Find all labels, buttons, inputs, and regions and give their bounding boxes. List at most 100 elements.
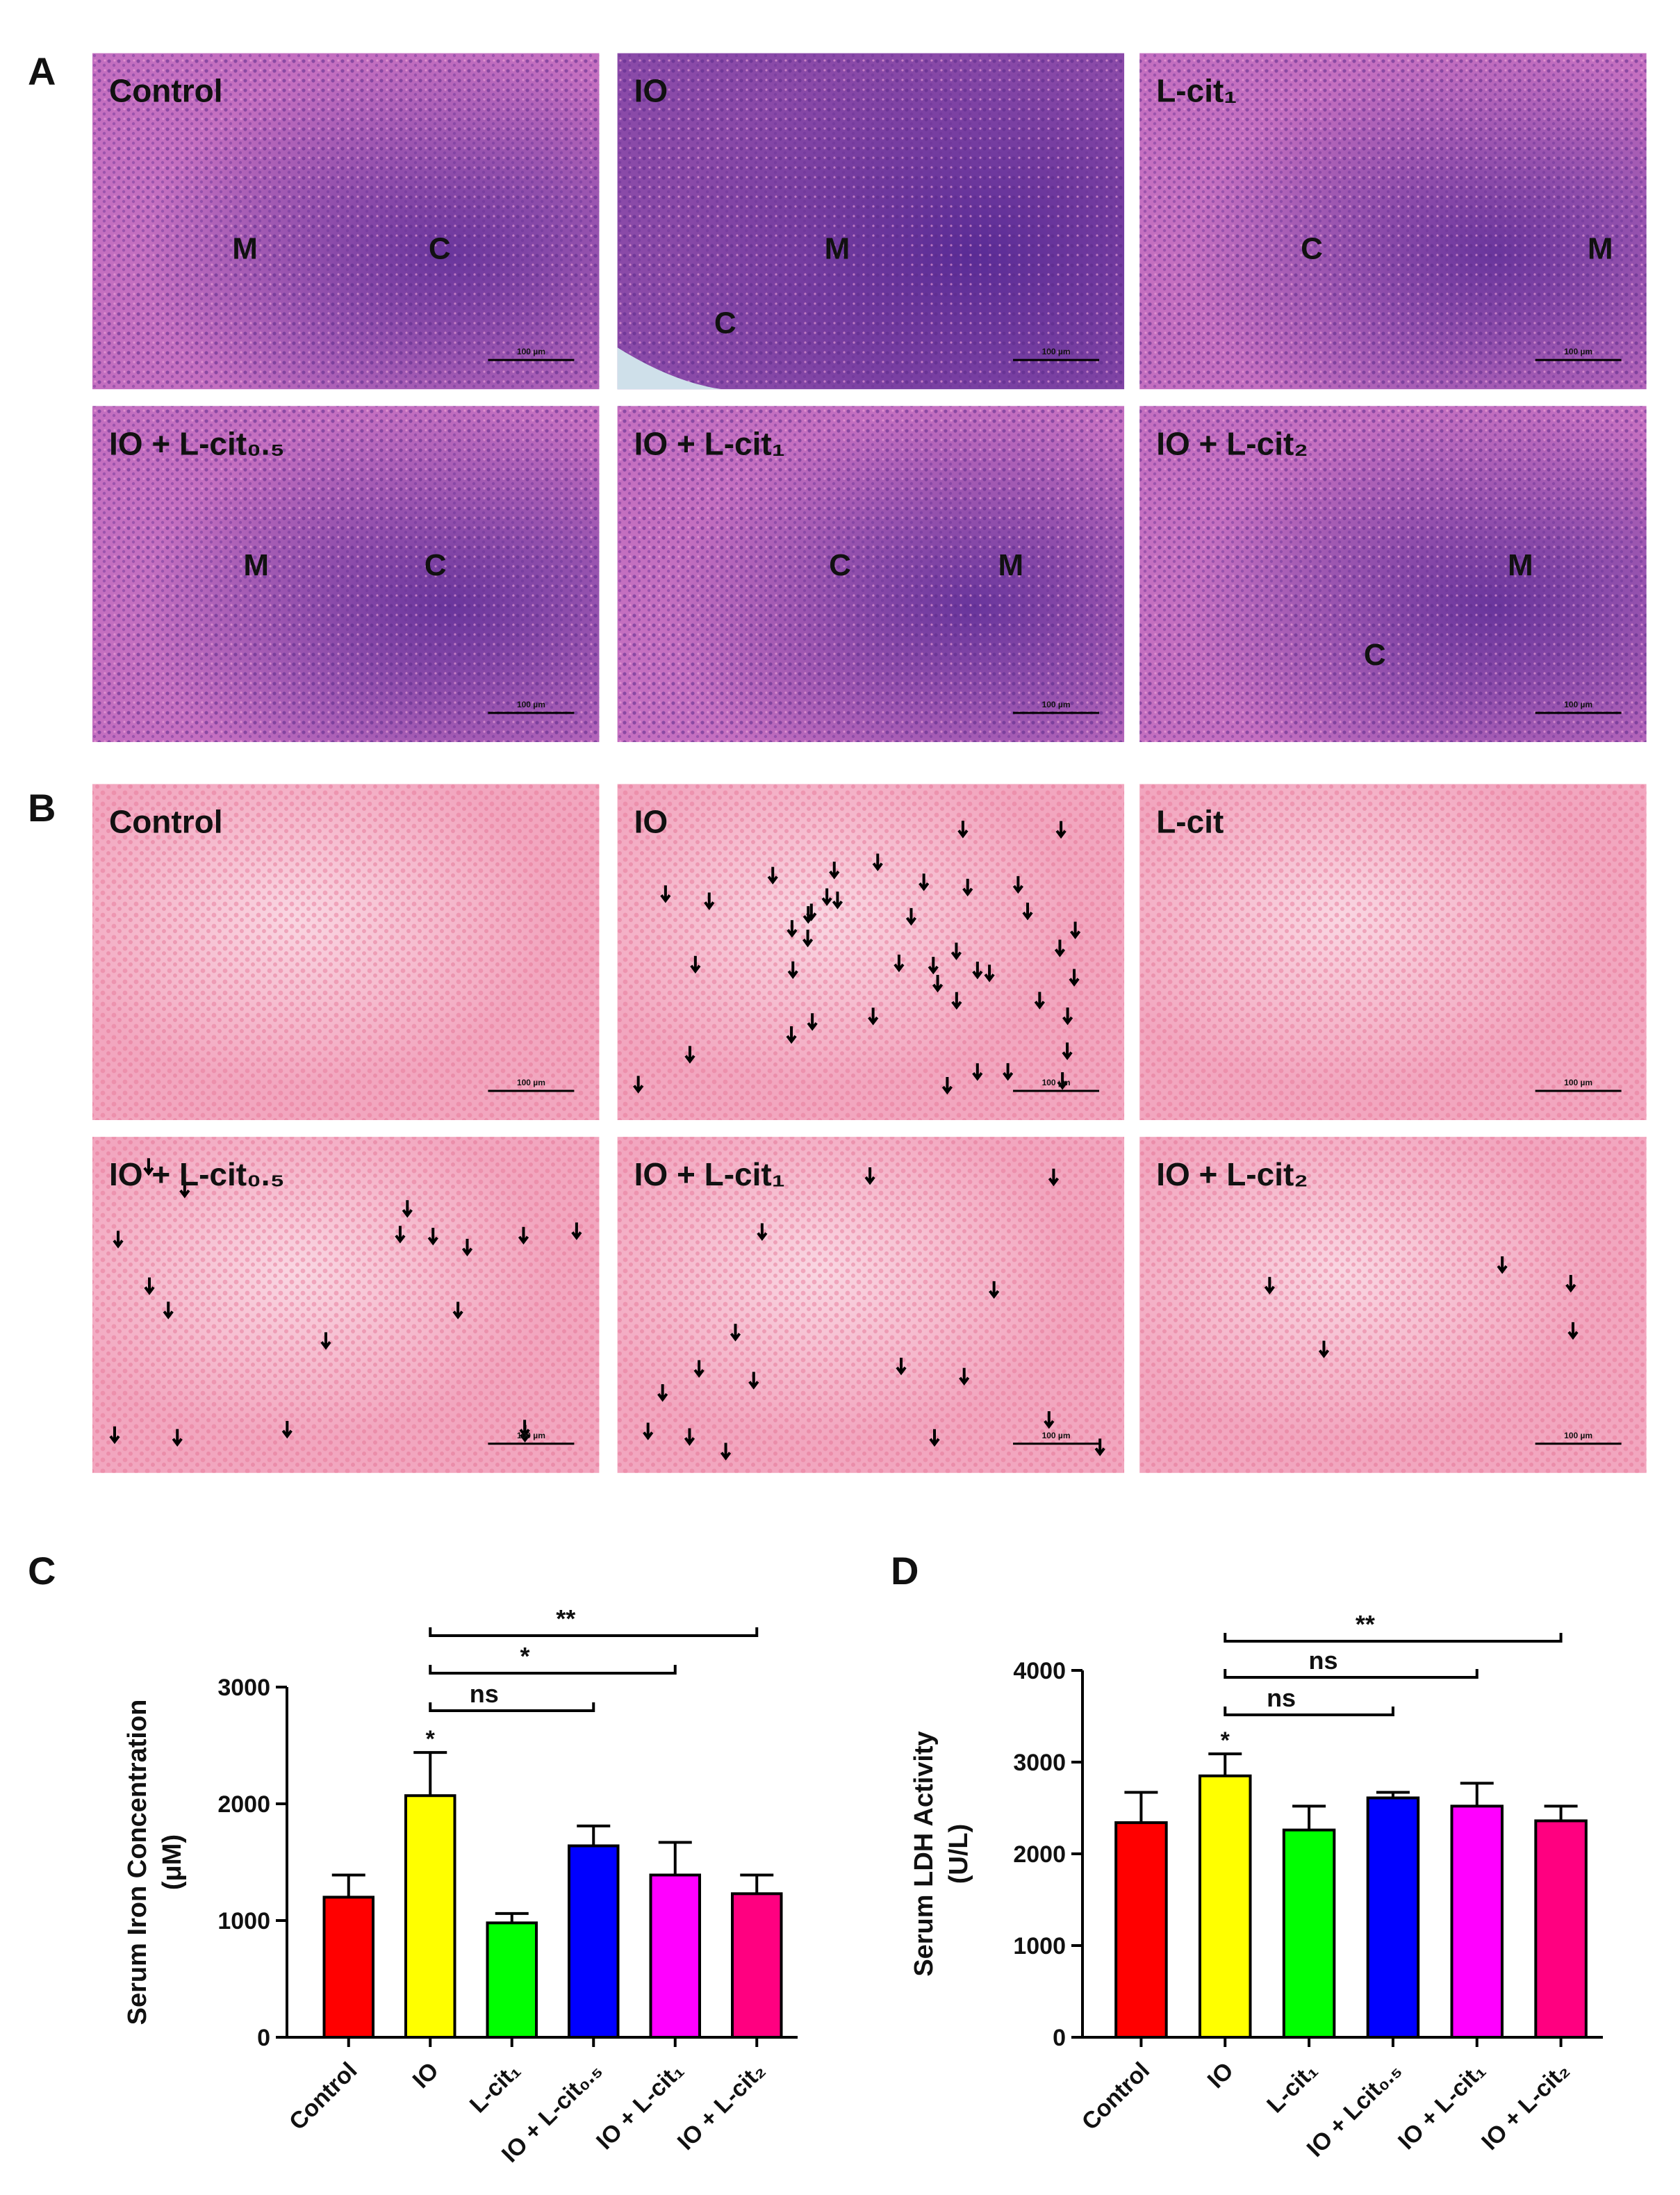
- arrow: [320, 1332, 331, 1350]
- micrograph-texture: [92, 53, 600, 390]
- scale-bar-label: 100 µm: [517, 347, 545, 356]
- image-label: IO + L-cit₂: [1156, 425, 1308, 461]
- x-tick-label: Control: [1077, 2057, 1155, 2135]
- region-marker: C: [714, 306, 736, 340]
- arrow: [821, 888, 832, 906]
- arrow: [896, 1357, 907, 1376]
- arrow: [951, 992, 962, 1010]
- scale-bar-label: 100 µm: [1564, 700, 1592, 709]
- arrow: [1003, 1063, 1014, 1081]
- arrow: [989, 1281, 1000, 1299]
- bar: [1199, 1774, 1252, 2039]
- y-tick-label: 0: [1053, 2025, 1066, 2051]
- panel-letter: A: [28, 49, 56, 93]
- arrow: [807, 1013, 818, 1031]
- arrow: [172, 1429, 183, 1447]
- arrow: [684, 1046, 695, 1064]
- arrow: [972, 962, 983, 980]
- micrograph-texture: [1139, 53, 1647, 390]
- arrow: [281, 1421, 293, 1439]
- significance-bracket: [429, 1627, 759, 1637]
- arrow: [113, 1231, 124, 1249]
- panel-letter: C: [28, 1549, 56, 1593]
- arrow: [163, 1301, 174, 1320]
- arrow: [868, 1008, 879, 1026]
- significance-label: ns: [1308, 1646, 1337, 1675]
- tissue-edge: [617, 347, 722, 390]
- arrow: [757, 1223, 768, 1241]
- significance-label: **: [1356, 1610, 1375, 1638]
- bar: [486, 1921, 538, 2039]
- scale-bar-label: 100 µm: [517, 700, 545, 709]
- arrow: [144, 1277, 155, 1295]
- arrow: [962, 878, 973, 897]
- arrow: [1054, 939, 1066, 957]
- significance-bracket: [1224, 1669, 1479, 1679]
- image-label: L-cit: [1156, 803, 1224, 839]
- arrow: [1062, 1042, 1073, 1060]
- significance-star: *: [426, 1726, 436, 1752]
- micrograph: M C Control 100 µm: [92, 53, 600, 390]
- arrow: [802, 906, 814, 924]
- scale-bar-label: 100 µm: [1042, 1078, 1071, 1087]
- arrow: [1567, 1322, 1579, 1340]
- scale-bar-label: 100 µm: [517, 1078, 545, 1087]
- significance-label: ns: [470, 1679, 499, 1708]
- micrograph-texture: [1139, 406, 1647, 742]
- arrow: [929, 1429, 940, 1447]
- arrow: [872, 853, 883, 871]
- image-label: L-cit₁: [1156, 73, 1237, 109]
- significance-bracket: [1224, 1633, 1563, 1643]
- micrograph-texture: [92, 1137, 600, 1473]
- micrograph: IO 100 µm: [617, 784, 1125, 1120]
- arrow: [1048, 1168, 1060, 1187]
- bar: [1450, 1804, 1504, 2039]
- micrograph: L-cit 100 µm: [1139, 784, 1647, 1120]
- arrow: [957, 821, 969, 839]
- arrow: [633, 1076, 644, 1094]
- arrow: [1497, 1256, 1508, 1274]
- arrow: [767, 866, 778, 885]
- x-tick-label: IO: [1203, 2057, 1239, 2094]
- significance-star: *: [1221, 1727, 1230, 1754]
- region-marker: M: [1588, 232, 1613, 266]
- region-marker: M: [1508, 548, 1533, 582]
- arrow: [1264, 1276, 1275, 1295]
- arrow: [832, 891, 843, 910]
- bar: [731, 1892, 783, 2039]
- arrow: [461, 1238, 473, 1257]
- image-label: Control: [109, 73, 223, 109]
- arrow: [684, 1428, 695, 1446]
- significance-label: ns: [1267, 1684, 1296, 1712]
- arrow: [1057, 1072, 1068, 1090]
- bar: [1114, 1821, 1168, 2039]
- micrograph-texture: [617, 1137, 1125, 1473]
- arrow: [1062, 1008, 1073, 1026]
- scale-bar-label: 100 µm: [1042, 347, 1071, 356]
- micrograph-texture: [617, 406, 1125, 742]
- micrograph-texture: [92, 784, 600, 1120]
- micrograph: M C IO + L-cit₀.₅ 100 µm: [92, 406, 600, 742]
- arrow: [1044, 1411, 1055, 1429]
- y-axis-label-line: Serum LDH Activity: [909, 1731, 939, 1976]
- arrow: [720, 1442, 732, 1461]
- arrow: [984, 964, 995, 983]
- arrow: [179, 1181, 190, 1199]
- bar: [649, 1873, 701, 2039]
- micrograph: Control 100 µm: [92, 784, 600, 1120]
- micrograph: IO + L-cit₁ 100 µm: [617, 1137, 1125, 1473]
- image-label: IO + L-cit₀.₅: [109, 1156, 285, 1192]
- region-marker: C: [1364, 638, 1386, 672]
- arrow: [829, 862, 840, 880]
- bar: [404, 1794, 456, 2039]
- bar: [1534, 1819, 1588, 2039]
- micrograph: M C IO 100 µm: [617, 53, 1125, 390]
- image-label: IO + L-cit₀.₅: [109, 425, 285, 461]
- region-marker: C: [1301, 232, 1323, 266]
- y-tick-label: 2000: [217, 1791, 270, 1818]
- y-axis-label: Serum Iron Concentration (μM): [123, 1700, 187, 2025]
- y-tick-label: 1000: [217, 1908, 270, 1934]
- bar: [322, 1896, 374, 2039]
- region-marker: C: [425, 548, 447, 582]
- arrow: [972, 1063, 983, 1081]
